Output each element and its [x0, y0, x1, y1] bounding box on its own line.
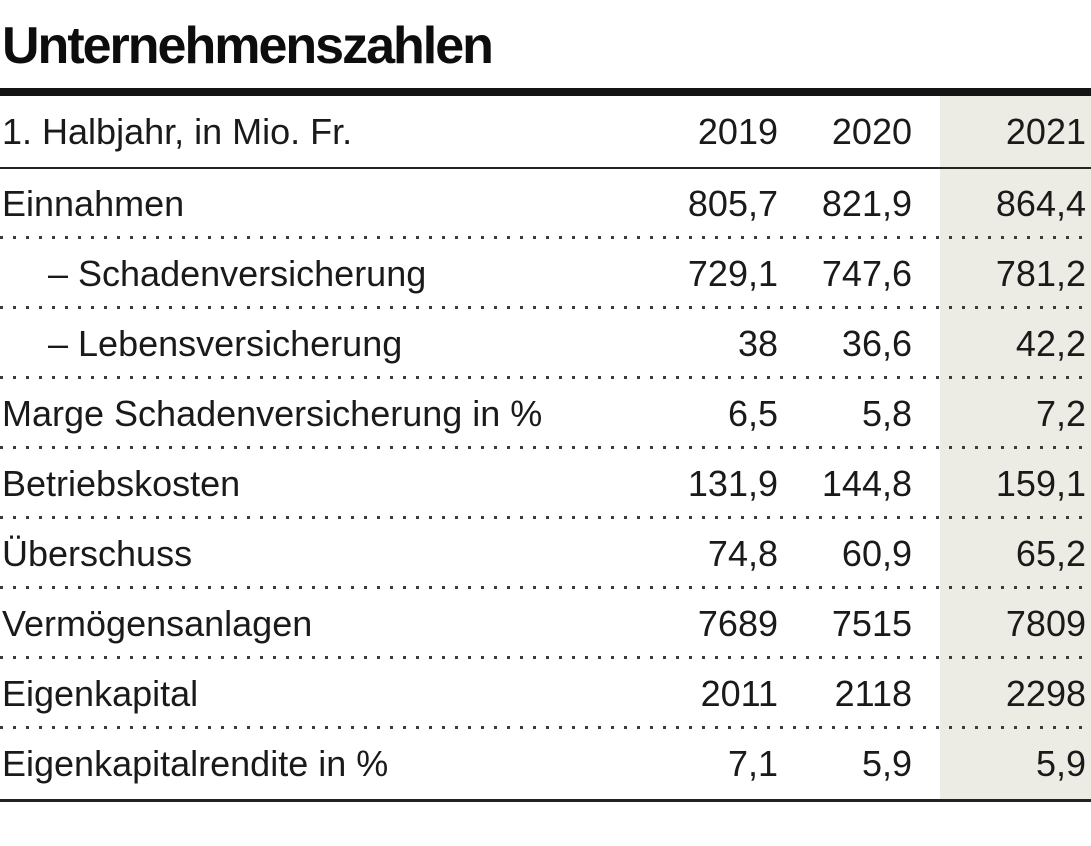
value-2019: 7689: [697, 603, 778, 645]
row-label: Betriebskosten: [2, 463, 241, 505]
value-2020: 5,9: [861, 743, 912, 785]
table-row: Eigenkapitalrendite in % 7,1 5,9 5,9: [0, 729, 1091, 800]
value-2021: 2298: [940, 659, 1091, 730]
row-label: – Schadenversicherung: [48, 253, 427, 295]
table-row: Betriebskosten 131,9 144,8 159,1: [0, 449, 1091, 520]
title-divider-rule: [0, 88, 1091, 97]
value-2021: 65,2: [940, 519, 1091, 590]
table-bottom-rule: [0, 799, 1091, 803]
table-row: Vermögensanlagen 7689 7515 7809: [0, 589, 1091, 660]
value-2020: 5,8: [861, 393, 912, 435]
table-row: – Schadenversicherung 729,1 747,6 781,2: [0, 239, 1091, 310]
row-label: – Lebensversicherung: [48, 323, 403, 365]
value-2019: 131,9: [687, 463, 778, 505]
row-label: Überschuss: [2, 533, 193, 575]
row-label: Eigenkapitalrendite in %: [2, 743, 389, 785]
table-header-row: 1. Halbjahr, in Mio. Fr. 2019 2020 2021: [0, 96, 1091, 170]
value-2020: 821,9: [821, 183, 912, 225]
value-2019: 74,8: [707, 533, 778, 575]
value-2021: 7,2: [940, 379, 1091, 450]
table-row: Überschuss 74,8 60,9 65,2: [0, 519, 1091, 590]
table-row: – Lebensversicherung 38 36,6 42,2: [0, 309, 1091, 380]
row-label: Vermögensanlagen: [2, 603, 313, 645]
value-2019: 38: [737, 323, 778, 365]
value-2021: 7809: [940, 589, 1091, 660]
value-2020: 36,6: [841, 323, 912, 365]
value-2020: 144,8: [821, 463, 912, 505]
value-2021: 781,2: [940, 239, 1091, 310]
value-2021: 42,2: [940, 309, 1091, 380]
value-2020: 7515: [831, 603, 912, 645]
table-body: Einnahmen 805,7 821,9 864,4 – Schadenver…: [0, 169, 1091, 800]
table-row: Eigenkapital 2011 2118 2298: [0, 659, 1091, 730]
row-label: Eigenkapital: [2, 673, 199, 715]
value-2021: 159,1: [940, 449, 1091, 520]
value-2019: 805,7: [687, 183, 778, 225]
table-unit-label: 1. Halbjahr, in Mio. Fr.: [2, 110, 353, 152]
page-title: Unternehmenszahlen: [2, 17, 494, 75]
table-row: Marge Schadenversicherung in % 6,5 5,8 7…: [0, 379, 1091, 450]
row-label: Einnahmen: [2, 183, 185, 225]
value-2019: 6,5: [727, 393, 778, 435]
value-2019: 729,1: [687, 253, 778, 295]
row-label: Marge Schadenversicherung in %: [2, 393, 543, 435]
column-header-2020: 2020: [831, 110, 912, 152]
value-2021: 864,4: [940, 169, 1091, 240]
value-2021: 5,9: [940, 729, 1091, 800]
value-2020: 747,6: [821, 253, 912, 295]
value-2020: 2118: [834, 673, 912, 715]
column-header-2021: 2021: [940, 96, 1091, 168]
table-row: Einnahmen 805,7 821,9 864,4: [0, 169, 1091, 240]
figures-table: 1. Halbjahr, in Mio. Fr. 2019 2020 2021 …: [0, 96, 1091, 803]
value-2020: 60,9: [841, 533, 912, 575]
value-2019: 7,1: [727, 743, 778, 785]
value-2019: 2011: [700, 673, 778, 715]
column-header-2019: 2019: [697, 110, 778, 152]
